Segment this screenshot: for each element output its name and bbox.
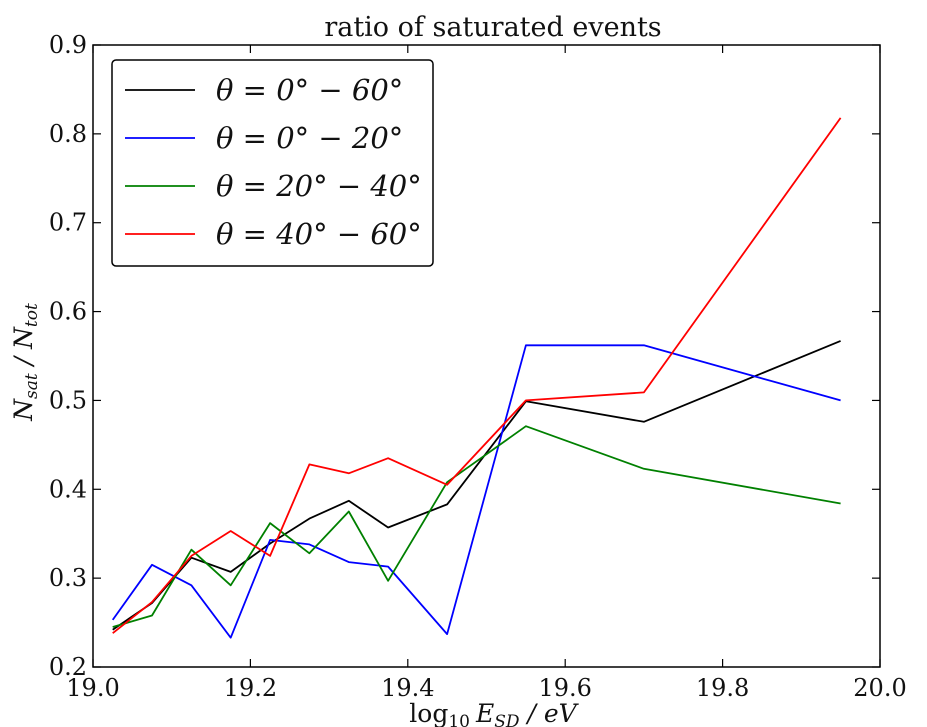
legend-label: θ = 20° − 40° (216, 169, 422, 203)
legend: θ = 0° − 60° θ = 0° − 20° θ = 20° − 40° θ =… (111, 59, 434, 267)
series-line-1 (112, 340, 841, 631)
legend-label: θ = 0° − 20° (216, 121, 403, 155)
y-axis-ticks: 0.2 0.3 0.4 0.5 0.6 0.7 0.8 0.9 (49, 31, 880, 681)
legend-label: θ = 40° − 60° (216, 217, 422, 251)
x-axis-label: log10 ESD / eV (409, 699, 579, 727)
x-tick-label: 19.6 (538, 674, 591, 702)
y-tick-label: 0.2 (49, 653, 87, 681)
y-axis-label: Nsat / Ntot (9, 303, 42, 422)
y-tick-label: 0.9 (49, 31, 87, 59)
y-tick-label: 0.5 (49, 386, 87, 414)
y-tick-label: 0.3 (49, 564, 87, 592)
x-tick-label: 19.8 (696, 674, 749, 702)
y-tick-label: 0.7 (49, 209, 87, 237)
y-tick-label: 0.8 (49, 120, 87, 148)
x-tick-label: 19.2 (224, 674, 277, 702)
series-line-3 (112, 425, 841, 628)
legend-label: θ = 0° − 60° (216, 73, 403, 107)
y-tick-label: 0.4 (49, 475, 87, 503)
x-tick-label: 19.0 (66, 674, 119, 702)
y-tick-label: 0.6 (49, 298, 87, 326)
chart-title: ratio of saturated events (324, 12, 661, 43)
series-layer (111, 117, 842, 639)
x-tick-label: 20.0 (853, 674, 906, 702)
series-line-2 (111, 344, 841, 639)
series-line-4 (112, 117, 842, 634)
x-tick-label: 19.4 (381, 674, 434, 702)
plot-area (92, 44, 881, 668)
legend-box (111, 59, 434, 267)
x-axis-ticks: 19.0 19.2 19.4 19.6 19.8 20.0 (66, 45, 907, 702)
